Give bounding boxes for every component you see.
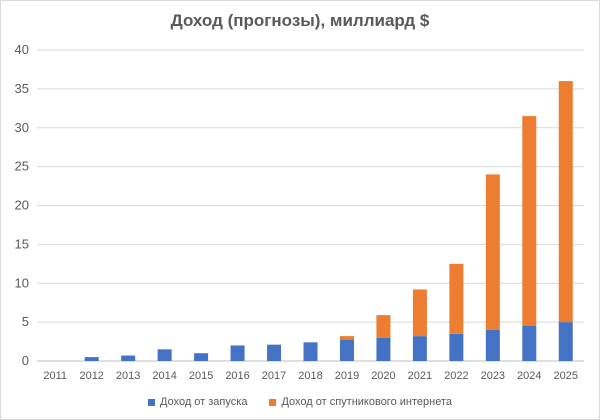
x-tick-label: 2013 — [116, 370, 140, 382]
x-tick-label: 2012 — [79, 370, 103, 382]
legend-label: Доход от запуска — [160, 396, 248, 408]
bar-launch-revenue — [267, 344, 282, 361]
x-tick-label: 2023 — [481, 370, 505, 382]
bar-satellite-internet-revenue — [449, 263, 464, 334]
bar-satellite-internet-revenue — [522, 116, 537, 327]
bar-satellite-internet-revenue — [558, 81, 573, 323]
bar-launch-revenue — [376, 337, 391, 361]
y-tick-label: 0 — [22, 353, 29, 368]
x-tick-label: 2015 — [189, 370, 213, 382]
y-tick-label: 35 — [15, 81, 29, 96]
bar-satellite-internet-revenue — [376, 315, 391, 338]
bar-launch-revenue — [339, 340, 354, 361]
x-tick-label: 2025 — [554, 370, 578, 382]
y-tick-label: 20 — [15, 198, 29, 213]
x-tick-label: 2017 — [262, 370, 286, 382]
legend-swatch — [269, 398, 277, 406]
bar-satellite-internet-revenue — [339, 336, 354, 341]
legend-swatch — [148, 398, 155, 406]
bar-launch-revenue — [84, 357, 99, 361]
bar-launch-revenue — [157, 349, 172, 361]
x-tick-label: 2019 — [335, 370, 359, 382]
y-tick-label: 30 — [15, 120, 29, 135]
x-tick-label: 2018 — [298, 370, 322, 382]
x-tick-label: 2014 — [152, 370, 176, 382]
y-tick-label: 40 — [15, 42, 29, 57]
bar-launch-revenue — [522, 326, 537, 361]
bar-launch-revenue — [230, 345, 245, 361]
y-tick-label: 25 — [15, 159, 29, 174]
bar-launch-revenue — [121, 355, 136, 361]
y-tick-label: 15 — [15, 236, 29, 251]
y-tick-label: 5 — [22, 314, 29, 329]
x-tick-label: 2020 — [371, 370, 395, 382]
chart-title: Доход (прогнозы), миллиард $ — [170, 11, 430, 30]
bar-launch-revenue — [412, 336, 427, 361]
bar-launch-revenue — [558, 322, 573, 361]
legend-item: Доход от спутникового интернета — [269, 396, 452, 408]
bar-satellite-internet-revenue — [485, 174, 500, 330]
x-tick-label: 2021 — [408, 370, 432, 382]
bar-launch-revenue — [449, 333, 464, 361]
bar-launch-revenue — [194, 353, 209, 361]
chart-legend: Доход от запуска Доход от спутникового ин… — [1, 396, 599, 408]
y-tick-label: 10 — [15, 275, 29, 290]
x-tick-label: 2024 — [517, 370, 541, 382]
x-tick-label: 2016 — [225, 370, 249, 382]
bar-satellite-internet-revenue — [412, 289, 427, 337]
x-tick-label: 2011 — [43, 370, 67, 382]
bar-launch-revenue — [485, 329, 500, 361]
bar-launch-revenue — [303, 342, 318, 361]
x-tick-label: 2022 — [444, 370, 468, 382]
legend-item: Доход от запуска — [148, 396, 247, 408]
legend-label: Доход от спутникового интернета — [281, 396, 452, 408]
